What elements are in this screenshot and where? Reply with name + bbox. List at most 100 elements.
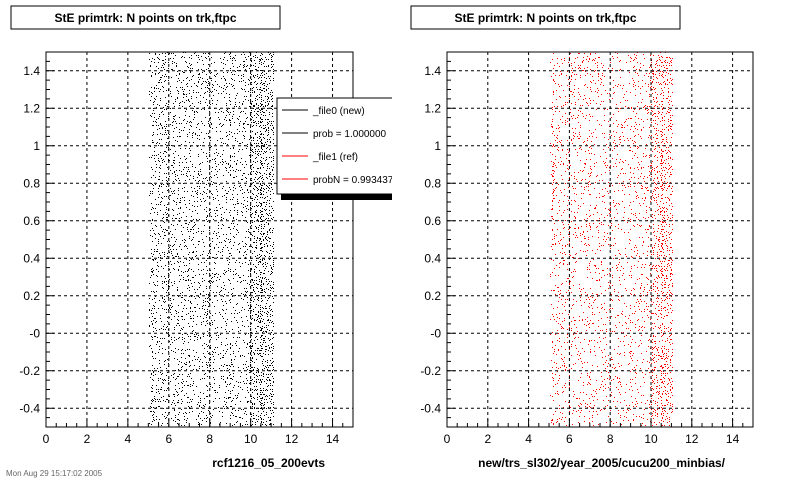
point [241, 281, 242, 282]
point [552, 175, 553, 176]
point [160, 378, 161, 379]
point [205, 298, 206, 299]
point [552, 201, 553, 202]
point [235, 262, 236, 263]
point [585, 406, 586, 407]
point [261, 318, 262, 319]
point [262, 72, 263, 73]
point [553, 94, 554, 95]
point [164, 126, 165, 127]
point [590, 205, 591, 206]
point [558, 394, 559, 395]
point [235, 310, 236, 311]
point [248, 333, 249, 334]
point [191, 122, 192, 123]
point [158, 197, 159, 198]
point [214, 359, 215, 360]
point [164, 296, 165, 297]
point [152, 142, 153, 143]
point [208, 56, 209, 57]
point [164, 281, 165, 282]
point [154, 306, 155, 307]
point [198, 181, 199, 182]
point [558, 84, 559, 85]
point [253, 75, 254, 76]
point [150, 277, 151, 278]
point [251, 79, 252, 80]
point [184, 265, 185, 266]
point [261, 108, 262, 109]
point [158, 68, 159, 69]
point [561, 326, 562, 327]
point [251, 285, 252, 286]
point [179, 218, 180, 219]
point [559, 318, 560, 319]
point [585, 163, 586, 164]
point [162, 414, 163, 415]
point [200, 193, 201, 194]
point [152, 72, 153, 73]
point [229, 134, 230, 135]
point [183, 272, 184, 273]
point [562, 179, 563, 180]
point [165, 329, 166, 330]
point [569, 254, 570, 255]
point [236, 304, 237, 305]
point [257, 161, 258, 162]
point [552, 342, 553, 343]
point [592, 415, 593, 416]
point [251, 279, 252, 280]
point [189, 63, 190, 64]
point [152, 256, 153, 257]
point [189, 179, 190, 180]
point [567, 244, 568, 245]
point [212, 100, 213, 101]
point [200, 95, 201, 96]
point [252, 346, 253, 347]
point [262, 356, 263, 357]
point [184, 191, 185, 192]
point [225, 382, 226, 383]
point [198, 424, 199, 425]
point [227, 111, 228, 112]
point [157, 104, 158, 105]
point [259, 138, 260, 139]
point [254, 221, 255, 222]
point [577, 152, 578, 153]
point [187, 66, 188, 67]
point [198, 92, 199, 93]
point [170, 249, 171, 250]
point [575, 79, 576, 80]
point [260, 259, 261, 260]
point [170, 305, 171, 306]
point [553, 53, 554, 54]
point [161, 276, 162, 277]
point [551, 209, 552, 210]
point [569, 86, 570, 87]
point [247, 387, 248, 388]
point [213, 219, 214, 220]
point [261, 161, 262, 162]
point [181, 171, 182, 172]
point [260, 398, 261, 399]
point [267, 316, 268, 317]
point [272, 105, 273, 106]
point [209, 177, 210, 178]
point [181, 409, 182, 410]
point [254, 403, 255, 404]
point [267, 386, 268, 387]
point [175, 176, 176, 177]
point [179, 180, 180, 181]
point [191, 240, 192, 241]
point [554, 268, 555, 269]
point [267, 96, 268, 97]
point [241, 158, 242, 159]
point [167, 415, 168, 416]
point [178, 208, 179, 209]
point [249, 186, 250, 187]
point [152, 236, 153, 237]
point [259, 382, 260, 383]
point [161, 77, 162, 78]
point [569, 243, 570, 244]
